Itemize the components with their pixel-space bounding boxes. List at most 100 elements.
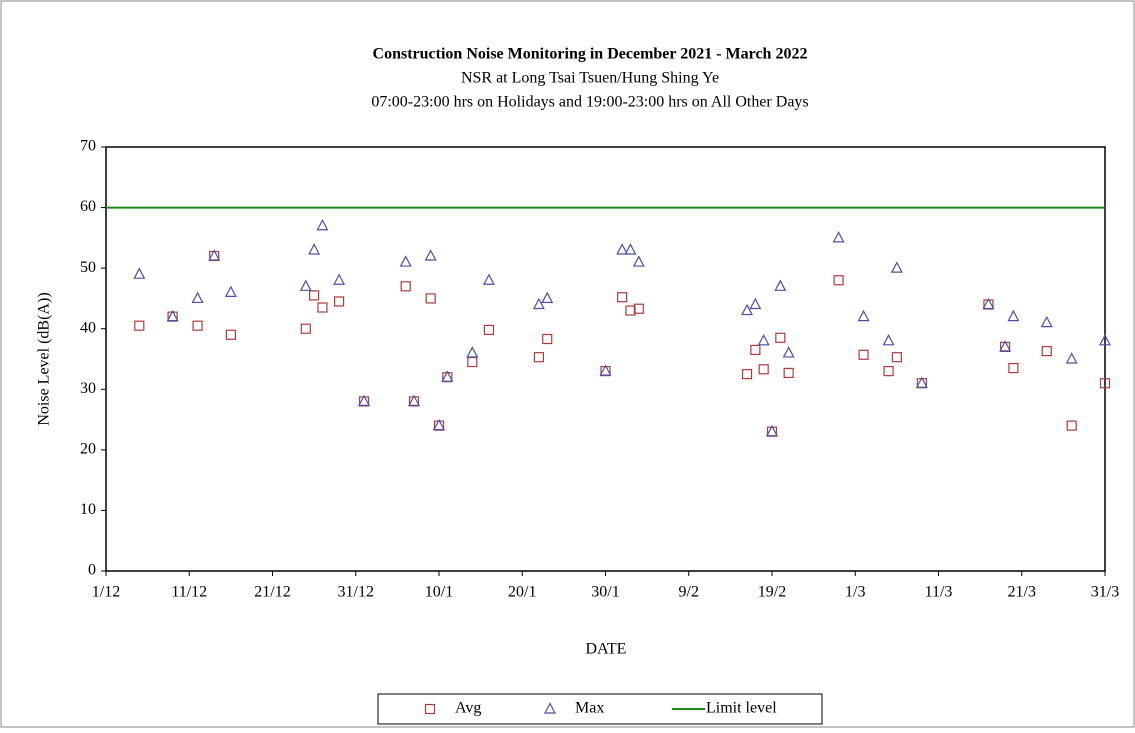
point [482,273,495,285]
point [133,267,146,279]
point [617,292,628,303]
point [857,309,870,322]
x-tick-label: 1/12 [92,584,120,601]
point [1041,346,1052,357]
point [316,218,329,231]
y-tick-label: 50 [80,259,96,276]
point [633,303,644,314]
point [541,291,554,304]
point [224,285,237,297]
point [308,243,321,255]
point [483,324,495,336]
point [533,352,545,363]
point [783,367,794,379]
point [890,261,903,273]
y-tick-label: 20 [80,441,96,458]
point [1099,334,1111,346]
point [309,290,320,301]
x-tick-label: 19/2 [758,584,786,601]
point [624,243,637,255]
point [191,291,204,304]
point [1066,420,1077,431]
legend-label: Avg [455,700,481,717]
legend-marker [424,703,436,715]
point [532,297,545,310]
point [833,275,844,286]
legend-marker [544,702,556,714]
point [299,279,312,291]
point [616,243,629,255]
point [542,333,553,345]
point [625,305,636,316]
point [399,255,412,267]
x-tick-label: 11/3 [925,584,953,601]
point [775,332,786,343]
x-tick-label: 31/3 [1091,584,1119,601]
x-tick-label: 20/1 [508,584,536,601]
point [883,366,894,377]
point [758,364,769,375]
point [1065,352,1078,364]
point [741,369,753,380]
point [832,231,845,243]
legend-label: Limit level [706,700,777,717]
point [408,394,421,406]
x-axis-title: DATE [586,641,627,658]
x-tick-label: 31/12 [338,584,374,601]
point [741,303,754,316]
y-axis-title: Noise Level (dB(A)) [36,292,53,425]
x-tick-label: 30/1 [591,584,619,601]
y-tick-label: 30 [80,380,96,397]
point [317,302,328,313]
point [400,281,411,292]
point [999,340,1012,352]
point [425,293,436,304]
point [982,297,995,310]
point [134,320,145,331]
point [433,418,445,431]
point [782,346,795,358]
point [749,297,762,310]
point [225,329,236,340]
y-tick-label: 70 [80,138,96,155]
point [333,273,346,285]
y-tick-label: 40 [80,319,96,336]
legend-box [377,693,823,725]
point [166,309,179,322]
y-tick-label: 0 [88,562,96,579]
legend-label: Max [575,700,604,717]
point [882,334,895,346]
y-tick-label: 60 [80,198,96,215]
y-tick-label: 10 [80,501,96,518]
point [358,394,371,406]
point [466,346,479,358]
point [858,349,869,360]
point [300,323,311,334]
point [424,249,437,261]
x-tick-label: 21/3 [1008,584,1036,601]
point [915,376,928,388]
chart-subtitle: 07:00-23:00 hrs on Holidays and 19:00-23… [371,94,808,111]
point [891,352,902,363]
point [1099,378,1111,389]
point [192,320,203,331]
point [750,344,761,356]
point [1007,309,1020,322]
x-tick-label: 9/2 [679,584,699,601]
point [1008,362,1019,374]
point [599,364,612,376]
point [208,249,221,261]
point [757,334,770,346]
x-tick-label: 1/3 [845,584,865,601]
point [1040,315,1053,328]
chart-title: Construction Noise Monitoring in Decembe… [373,46,808,63]
x-tick-label: 21/12 [254,584,290,601]
point [334,296,345,307]
point [632,255,645,267]
point [774,279,787,291]
point [766,424,778,437]
point [441,370,454,382]
chart-subtitle: NSR at Long Tsai Tsuen/Hung Shing Ye [461,70,719,87]
